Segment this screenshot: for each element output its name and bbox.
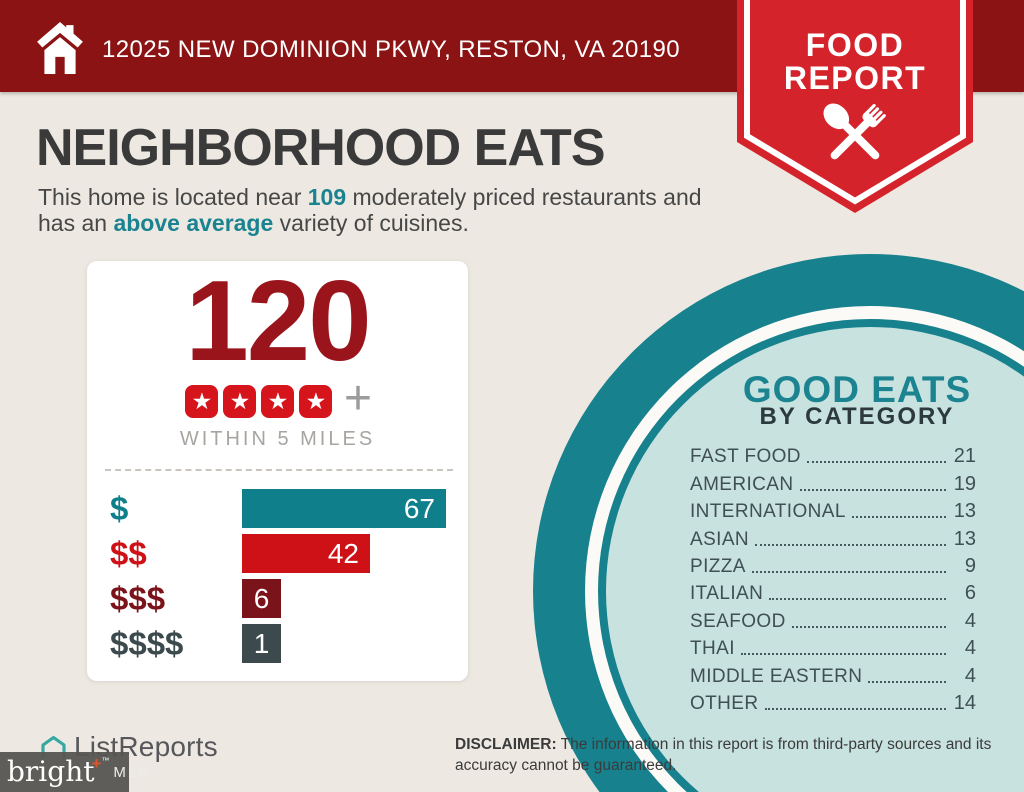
good-eats-subtitle: BY CATEGORY <box>759 403 955 430</box>
price-bar: 1 <box>242 624 281 663</box>
dashed-divider <box>105 469 453 471</box>
dot-leader <box>769 598 946 601</box>
category-row: ITALIAN 6 <box>690 582 976 605</box>
listreports-house-icon <box>41 735 66 759</box>
price-bar: 42 <box>242 534 370 573</box>
bar-value: 67 <box>403 492 435 524</box>
dot-leader <box>851 516 946 519</box>
property-address: 12025 NEW DOMINION PKWY, RESTON, VA 2019… <box>102 36 680 63</box>
dot-leader <box>764 707 946 710</box>
category-row: OTHER 14 <box>690 691 976 714</box>
star-icon: ★ <box>223 385 257 418</box>
disclaimer-text: The information in this report is from t… <box>455 736 992 774</box>
bar-value: 1 <box>253 627 270 659</box>
star-rating: ★ ★ ★ ★ + <box>87 372 468 425</box>
category-row: INTERNATIONAL 13 <box>690 500 976 523</box>
restaurant-count-highlight: 109 <box>307 184 347 210</box>
good-eats-title: GOOD EATS <box>742 369 972 410</box>
intro-line-2: has an above average variety of cuisines… <box>38 209 469 236</box>
intro-text: This home is located near 109 moderately… <box>38 184 702 236</box>
category-list: FAST FOOD 21 AMERICAN 19 INTERNATIONAL 13 A… <box>690 441 976 715</box>
price-bar-row: $$$$ 1 <box>87 624 468 663</box>
brightmls-watermark: bright + ™ MLS <box>0 752 148 792</box>
variety-highlight: above average <box>113 209 274 236</box>
category-row: MIDDLE EASTERN 4 <box>690 664 976 687</box>
price-tier-label: $ <box>110 490 129 527</box>
badge-title-line1: FOOD <box>805 27 905 63</box>
brightmls-plus-icon: + <box>91 754 102 773</box>
home-icon <box>37 22 83 79</box>
dot-leader <box>868 680 946 683</box>
bar-value: 6 <box>253 582 270 614</box>
price-bar-row: $ 67 <box>87 489 468 528</box>
price-bar-row: $$ 42 <box>87 534 468 573</box>
category-row: PIZZA 9 <box>690 554 976 577</box>
price-tier-label: $$$ <box>110 580 166 617</box>
price-tier-label: $$$$ <box>110 625 184 662</box>
star-tiles: ★ ★ ★ ★ <box>183 385 335 418</box>
spoon-fork-icon <box>807 98 903 177</box>
price-tier-label: $$ <box>110 535 147 572</box>
category-row: FAST FOOD 21 <box>690 445 976 468</box>
disclaimer-label: DISCLAIMER: <box>455 736 557 753</box>
price-bar: 67 <box>242 489 446 528</box>
food-report-badge: FOOD REPORT <box>737 0 973 216</box>
radius-label: WITHIN 5 MILES <box>179 428 376 450</box>
dot-leader <box>791 625 946 628</box>
price-bar-row: $$$ 6 <box>87 579 468 618</box>
dot-leader <box>755 543 946 546</box>
price-bar: 6 <box>242 579 281 618</box>
disclaimer: DISCLAIMER: The information in this repo… <box>455 734 1015 776</box>
restaurant-total-count: 120 <box>185 258 371 385</box>
ribbon-shape <box>737 0 973 213</box>
dot-leader <box>806 461 946 464</box>
restaurant-summary-card: 120 ★ ★ ★ ★ + WITHIN 5 MILES $ 67 $$ 42 $$$… <box>87 261 468 681</box>
star-icon: ★ <box>299 385 333 418</box>
page-title: NEIGHBORHOOD EATS <box>36 119 606 177</box>
intro-line-1: This home is located near 109 moderately… <box>38 184 702 210</box>
plus-sign: + <box>343 372 373 425</box>
category-row: THAI 4 <box>690 637 976 660</box>
category-row: AMERICAN 19 <box>690 472 976 495</box>
star-icon: ★ <box>261 385 295 418</box>
star-icon: ★ <box>185 385 219 418</box>
dot-leader <box>740 653 946 656</box>
dot-leader <box>799 488 946 491</box>
bar-value: 42 <box>327 537 359 569</box>
trademark-symbol: ™ <box>101 755 110 765</box>
brightmls-mls-text: MLS <box>113 763 151 781</box>
category-row: ASIAN 13 <box>690 527 976 550</box>
brightmls-brand: bright <box>7 755 95 788</box>
badge-title-line2: REPORT <box>783 60 927 96</box>
dot-leader <box>751 570 946 573</box>
category-row: SEAFOOD 4 <box>690 609 976 632</box>
